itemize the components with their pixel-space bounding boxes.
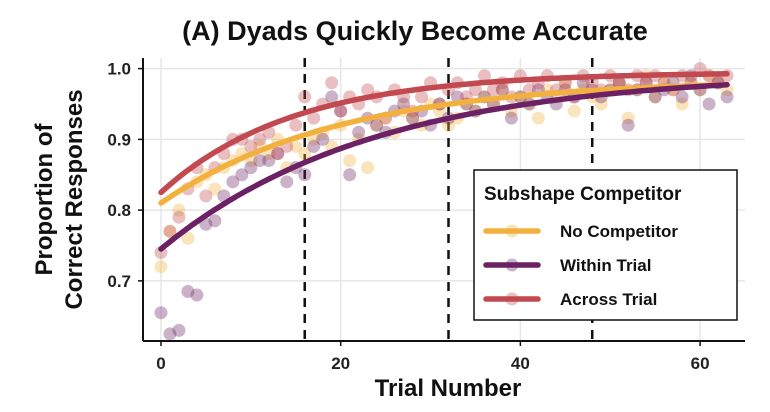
data-point <box>307 132 321 146</box>
data-point <box>172 323 186 337</box>
data-point <box>190 288 204 302</box>
legend-label: Within Trial <box>560 256 651 275</box>
fit-curve <box>158 81 730 252</box>
data-point <box>271 147 285 161</box>
legend-entries: No Competitor Within Trial Across Trial <box>483 222 678 309</box>
data-point <box>253 132 267 146</box>
fit-curves <box>158 71 730 252</box>
data-point <box>181 284 195 298</box>
data-point <box>397 97 411 111</box>
data-point <box>477 69 491 83</box>
data-point <box>208 214 222 228</box>
data-point <box>172 203 186 217</box>
data-point <box>316 132 330 146</box>
data-point <box>253 154 267 168</box>
y-axis-title-line: Correct Responses <box>61 89 88 309</box>
data-point <box>334 104 348 118</box>
data-point <box>208 182 222 196</box>
y-tick-label: 1.0 <box>107 60 131 79</box>
data-point <box>406 111 420 125</box>
legend-label: Across Trial <box>560 290 657 309</box>
y-axis-title-line: Proportion of <box>31 123 58 276</box>
data-point <box>361 161 375 175</box>
data-point <box>486 83 500 97</box>
x-tick-label: 60 <box>691 354 710 373</box>
y-tick-label: 0.9 <box>107 130 131 149</box>
data-point <box>154 306 168 320</box>
data-point <box>495 83 509 97</box>
data-point <box>163 224 177 238</box>
axes <box>142 58 745 342</box>
data-point <box>325 90 339 104</box>
data-point <box>531 111 545 125</box>
data-point <box>235 168 249 182</box>
data-point <box>163 224 177 238</box>
legend-swatch-point <box>505 292 519 306</box>
data-point <box>352 125 366 139</box>
legend-swatch-point <box>505 258 519 272</box>
data-point <box>307 111 321 125</box>
legend-box <box>473 169 738 321</box>
fit-curve <box>158 71 730 196</box>
legend-swatch-point <box>505 224 519 238</box>
data-point <box>415 90 429 104</box>
x-tick-label: 20 <box>331 354 350 373</box>
plot-area <box>143 58 745 341</box>
data-point <box>307 139 321 153</box>
y-tick-label: 0.7 <box>107 272 131 291</box>
data-point <box>621 118 635 132</box>
y-tick-label: 0.8 <box>107 201 131 220</box>
data-point <box>675 97 689 111</box>
data-point <box>280 175 294 189</box>
data-point <box>226 175 240 189</box>
data-point <box>468 83 482 97</box>
data-point <box>370 118 384 132</box>
data-point <box>271 147 285 161</box>
data-point <box>720 90 734 104</box>
data-point <box>289 139 303 153</box>
data-point <box>199 189 213 203</box>
data-point <box>154 260 168 274</box>
data-point <box>702 97 716 111</box>
data-point <box>181 231 195 245</box>
data-point <box>343 168 357 182</box>
legend-title: Subshape Competitor <box>484 184 682 205</box>
data-point <box>298 168 312 182</box>
x-tick-label: 0 <box>156 354 165 373</box>
data-point <box>675 90 689 104</box>
fit-curve <box>158 81 730 206</box>
data-point <box>334 104 348 118</box>
data-point <box>298 147 312 161</box>
data-point <box>244 161 258 175</box>
data-point <box>370 118 384 132</box>
data-point <box>343 154 357 168</box>
data-point <box>594 97 608 111</box>
x-axis-title: Trial Number <box>375 375 522 402</box>
data-point <box>172 210 186 224</box>
data-point <box>648 90 662 104</box>
x-tick-label: 40 <box>511 354 530 373</box>
data-point <box>648 90 662 104</box>
data-point <box>361 83 375 97</box>
data-point <box>441 118 455 132</box>
data-point <box>406 111 420 125</box>
data-point <box>244 139 258 153</box>
data-point <box>504 111 518 125</box>
legend: Subshape Competitor No Competitor Within … <box>473 169 738 321</box>
tick-labels: 0 20 40 60 0.7 0.8 0.9 1.0 <box>107 60 709 373</box>
data-point <box>163 327 177 341</box>
data-point <box>621 111 635 125</box>
data-point <box>298 90 312 104</box>
chart-title: (A) Dyads Quickly Become Accurate <box>182 16 648 46</box>
legend-label: No Competitor <box>560 222 678 241</box>
data-point <box>495 83 509 97</box>
y-axis-title: Proportion of Correct Responses <box>31 89 88 309</box>
data-point <box>567 104 581 118</box>
data-point <box>325 76 339 90</box>
data-point <box>262 154 276 168</box>
data-point <box>289 118 303 132</box>
